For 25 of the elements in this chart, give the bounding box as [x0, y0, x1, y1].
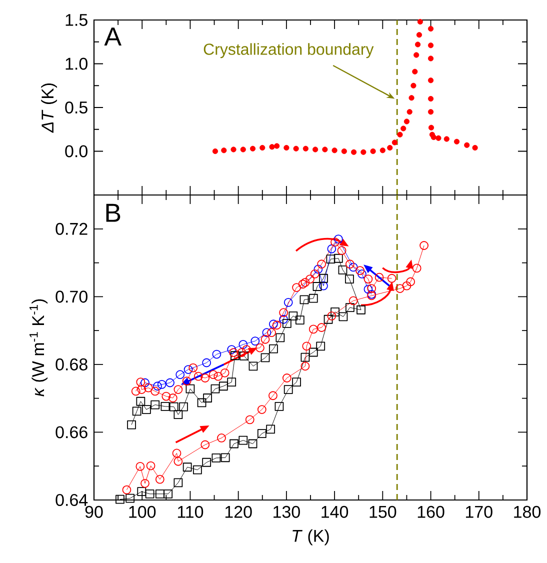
x-tick-label: 130 [274, 506, 300, 518]
x-tick-label: 140 [322, 506, 348, 518]
x-tick-label: 180 [514, 506, 541, 518]
x-tick-label: 110 [178, 506, 204, 518]
y-tick-label: 1.5 [66, 14, 88, 26]
x-tick-label: 170 [466, 506, 492, 518]
annotation: B [106, 204, 120, 222]
x-axis-title: T (K) [292, 529, 329, 546]
y-tick-label: 0.66 [56, 426, 88, 438]
y-tick-label: 0.68 [56, 358, 88, 370]
x-tick-label: 100 [129, 506, 156, 518]
y-tick-label: 0.72 [56, 222, 88, 235]
y-tick-label: 0.64 [56, 494, 88, 506]
x-tick-label: 150 [370, 506, 396, 518]
y-axis-title: ΔT (K) [41, 83, 58, 133]
annotation: A [104, 28, 122, 46]
y-tick-label: 0.0 [65, 145, 88, 158]
x-tick-label: 90 [85, 506, 103, 518]
x-tick-label: 160 [418, 506, 444, 518]
y-tick-label: 0.70 [56, 290, 88, 303]
y-axis-title: κ (W m$^{-1}$ K$^{-1}$) [30, 299, 48, 396]
x-tick-label: 120 [226, 506, 252, 518]
y-tick-label: 1.0 [66, 58, 88, 70]
ref-line-label: Crystallization boundary [204, 43, 374, 58]
y-tick-label: 0.5 [65, 101, 88, 114]
